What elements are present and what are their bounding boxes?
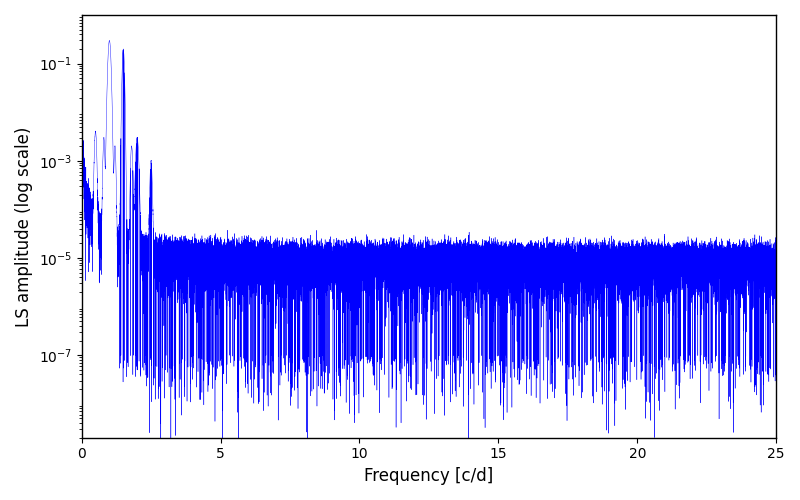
X-axis label: Frequency [c/d]: Frequency [c/d] bbox=[364, 467, 494, 485]
Y-axis label: LS amplitude (log scale): LS amplitude (log scale) bbox=[15, 126, 33, 326]
